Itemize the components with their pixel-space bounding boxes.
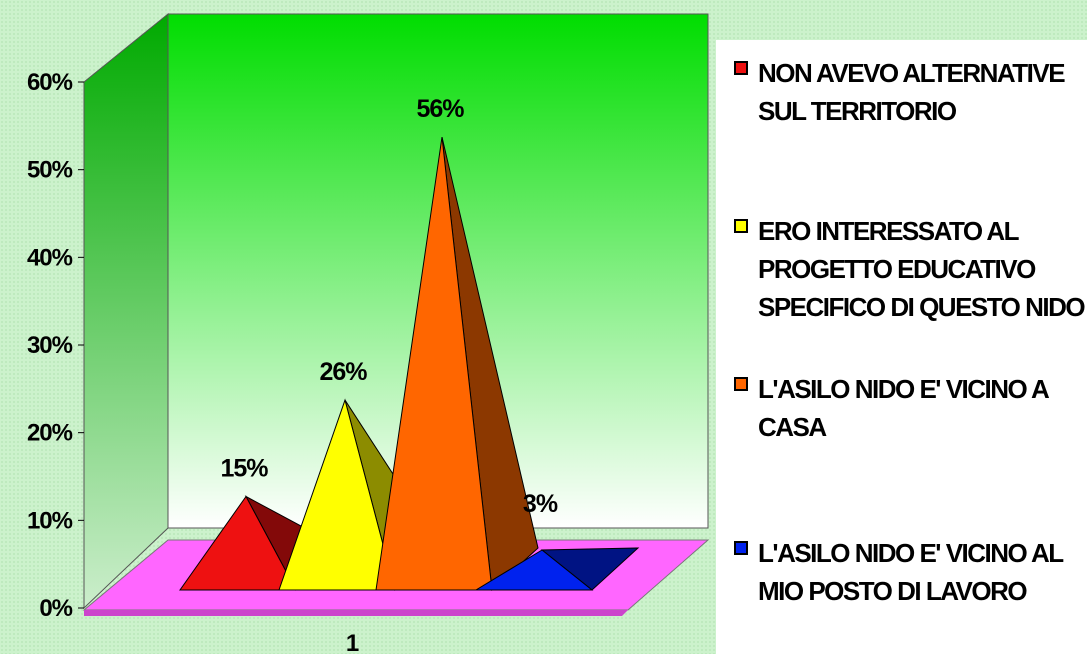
pyramid-front-face [474,549,594,591]
y-axis: 0% 10% 20% 30% 40% 50% 60% [27,69,84,622]
x-tick-label: 1 [346,630,359,654]
y-tick-label: 0% [39,595,72,622]
pyramid-bar [474,547,640,591]
chart-side-wall [83,12,169,610]
legend-swatch-yellow [734,219,748,233]
legend-swatch-orange [734,377,748,391]
y-tick-label: 60% [27,69,73,96]
pyramid-front-face [375,136,493,591]
data-label: 15% [220,455,268,483]
data-labels: 15% 26% 56% 3% [220,95,558,518]
data-label: 3% [523,490,558,518]
data-label: 56% [416,95,464,123]
y-tick-label: 20% [27,420,73,447]
legend: NON AVEVO ALTERNATIVE SUL TERRITORIO ERO… [716,40,1087,654]
legend-label: ERO INTERESSATO AL PROGETTO EDUCATIVO SP… [758,216,1086,322]
legend-swatch-red [734,61,748,75]
legend-swatch-blue [734,541,748,555]
y-tick-label: 50% [27,157,73,184]
legend-label: NON AVEVO ALTERNATIVE SUL TERRITORIO [758,58,1066,126]
pyramid-bar [375,136,539,592]
pyramid-front-face [278,398,396,591]
y-tick-label: 40% [27,244,73,271]
y-tick-label: 30% [27,332,73,359]
legend-label: L'ASILO NIDO E' VICINO AL MIO POSTO DI L… [758,538,1064,606]
pyramid-series [179,136,640,592]
legend-label: L'ASILO NIDO E' VICINO A CASA [758,374,1049,442]
chart-floor-front [84,610,628,616]
data-label: 26% [319,358,367,386]
y-tick-label: 10% [27,507,73,534]
pyramid-front-face [179,495,297,591]
